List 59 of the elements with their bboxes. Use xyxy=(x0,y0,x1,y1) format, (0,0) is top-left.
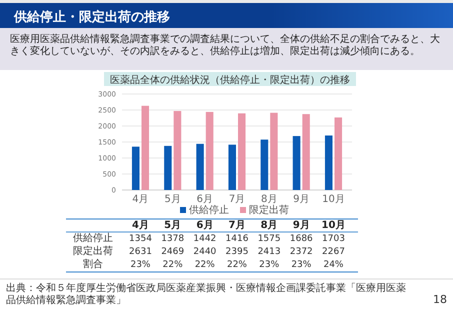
x-tick-label: 8月 xyxy=(260,194,278,205)
category-label: 7月 xyxy=(228,220,246,231)
bar xyxy=(164,146,172,190)
source-note: 出典：令和５年度厚生労働省医政局医薬産業振興・医療情報企画課委託事業「医療用医薬品供給情報緊急調査事業」 xyxy=(6,282,406,306)
category-label: 5月 xyxy=(164,220,182,231)
text: 23% xyxy=(291,260,312,270)
bar xyxy=(260,140,268,190)
data-label: 2469 xyxy=(161,247,184,257)
data-label: 2395 xyxy=(226,247,248,257)
bar xyxy=(270,112,278,190)
category-label: 10月 xyxy=(322,220,346,231)
bar xyxy=(324,136,333,190)
bar xyxy=(238,113,246,190)
data-label: 1378 xyxy=(161,234,184,244)
x-tick-label: 4月 xyxy=(132,194,149,205)
data-label: 2440 xyxy=(193,247,217,257)
bar xyxy=(174,110,182,190)
legend-label: 供給停止 xyxy=(189,204,229,216)
text: 23% xyxy=(130,260,151,270)
text: 22% xyxy=(162,260,184,270)
category-label: 9月 xyxy=(292,220,310,231)
text: 医薬品全体の供給状況（供給停止・限定出荷）の推移 xyxy=(110,74,350,86)
legend-label: 限定出荷 xyxy=(249,204,289,216)
text: 22% xyxy=(226,260,248,270)
data-label: 2631 xyxy=(129,247,152,257)
text: 18 xyxy=(433,293,447,306)
text: 22% xyxy=(194,260,216,270)
bar xyxy=(132,146,140,190)
data-label: 1354 xyxy=(129,234,152,244)
chart-title: 供給停止・限定出荷の推移 xyxy=(13,9,170,25)
bar xyxy=(292,136,300,190)
bar xyxy=(141,106,150,190)
x-tick-label: 6月 xyxy=(196,194,214,205)
data-label: 1442 xyxy=(193,234,216,244)
data-label: 2372 xyxy=(290,247,313,257)
text: 24% xyxy=(323,260,344,270)
data-label: 1575 xyxy=(258,234,281,244)
text: 限定出荷 xyxy=(73,246,113,257)
bar xyxy=(302,114,310,190)
data-label: 1686 xyxy=(290,234,314,244)
chart-subtitle: 医療用医薬品供給情報緊急調査事業での調査結果について、全体の供給不足の割合でみると、大きく変化していないが、その内訳をみると、供給停止は増加、限定出荷は減少傾向にある。 xyxy=(10,33,440,57)
bar xyxy=(228,144,236,190)
data-label: 2413 xyxy=(258,247,281,257)
data-label: 1416 xyxy=(226,234,249,244)
category-label: 4月 xyxy=(132,220,149,231)
category-label: 6月 xyxy=(196,220,214,231)
x-tick-label: 9月 xyxy=(293,194,310,205)
bar xyxy=(196,144,204,190)
category-label: 8月 xyxy=(260,220,278,231)
text: 割合 xyxy=(83,258,103,270)
x-tick-label: 5月 xyxy=(164,194,181,205)
data-label: 2267 xyxy=(322,247,345,257)
data-label: 1703 xyxy=(322,234,345,244)
bar xyxy=(206,112,214,190)
x-tick-label: 7月 xyxy=(228,194,246,205)
text: 供給停止 xyxy=(73,233,113,244)
bar xyxy=(334,117,342,190)
x-tick-label: 10月 xyxy=(322,194,345,205)
text: 23% xyxy=(259,260,280,270)
